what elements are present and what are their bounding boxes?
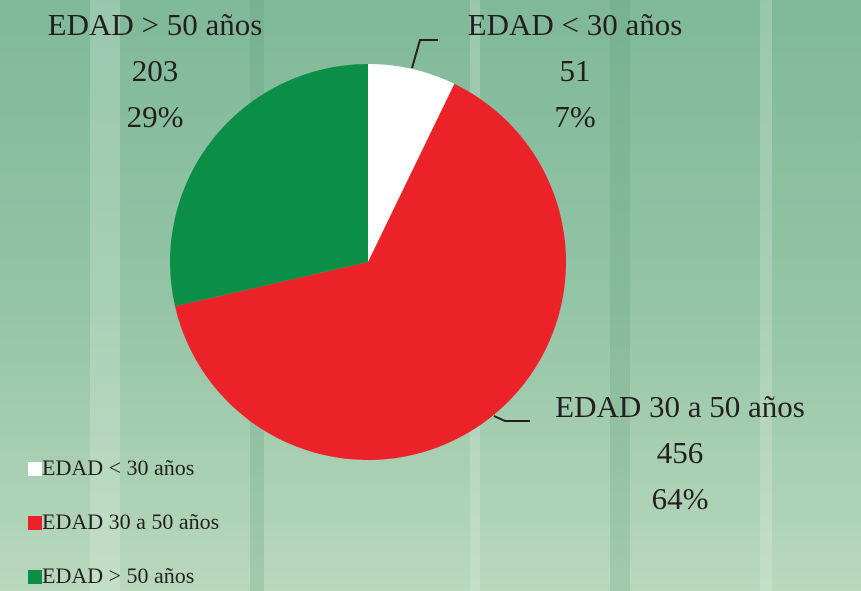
legend-swatch <box>28 570 42 584</box>
label-percent: 7% <box>554 99 595 134</box>
legend-label: EDAD < 30 años <box>42 455 194 480</box>
legend-swatch <box>28 516 42 530</box>
label-value: 203 <box>132 53 179 88</box>
label-percent: 29% <box>127 99 184 134</box>
label-value: 51 <box>560 53 591 88</box>
label-category: EDAD < 30 años <box>468 7 683 42</box>
label-percent: 64% <box>652 481 709 516</box>
pie <box>170 64 566 460</box>
chart: EDAD < 30 años 51 7% EDAD 30 a 50 años 456 64… <box>0 0 861 591</box>
legend-swatch <box>28 462 42 476</box>
label-category: EDAD > 50 años <box>48 7 263 42</box>
legend-label: EDAD > 50 años <box>42 563 194 588</box>
legend-label: EDAD 30 a 50 años <box>42 509 219 534</box>
label-value: 456 <box>657 435 704 470</box>
page: EDAD < 30 años 51 7% EDAD 30 a 50 años 456 64… <box>0 0 861 591</box>
legend: EDAD < 30 años EDAD 30 a 50 años EDAD > 50… <box>28 455 219 588</box>
label-category: EDAD 30 a 50 años <box>555 389 805 424</box>
